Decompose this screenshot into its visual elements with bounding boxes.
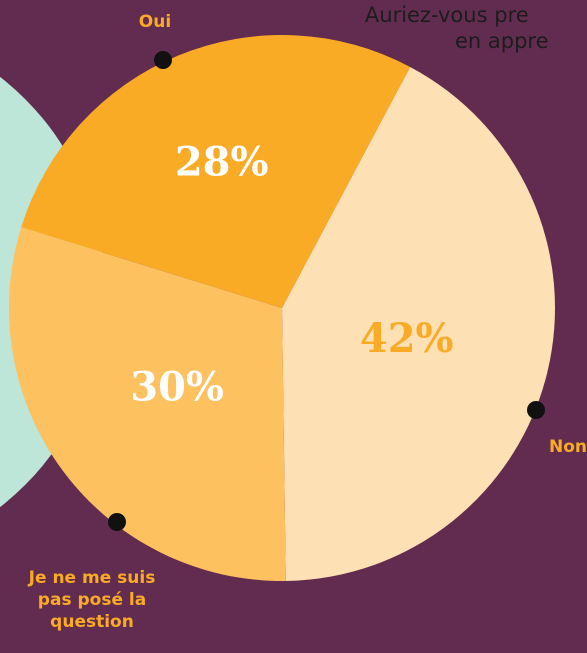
label-dot	[154, 51, 172, 69]
title: Auriez-vous pre en appre	[345, 2, 549, 54]
pie-slice	[21, 35, 411, 308]
title-line: Auriez-vous pre	[364, 3, 529, 27]
value-label: 28%	[175, 139, 269, 186]
value-label: 42%	[360, 315, 454, 362]
label-dot	[527, 401, 545, 419]
value-label: 30%	[130, 363, 224, 410]
category-label: Oui	[138, 12, 172, 32]
label-dot	[108, 513, 126, 531]
category-label: Non	[548, 437, 587, 457]
pie: 28% 42% 30%	[8, 35, 555, 581]
pie-slice	[282, 66, 555, 581]
pie-slice	[8, 227, 286, 581]
category-label: Je ne me suis pas posé la question	[28, 568, 156, 632]
title-line: en appre	[455, 29, 549, 53]
